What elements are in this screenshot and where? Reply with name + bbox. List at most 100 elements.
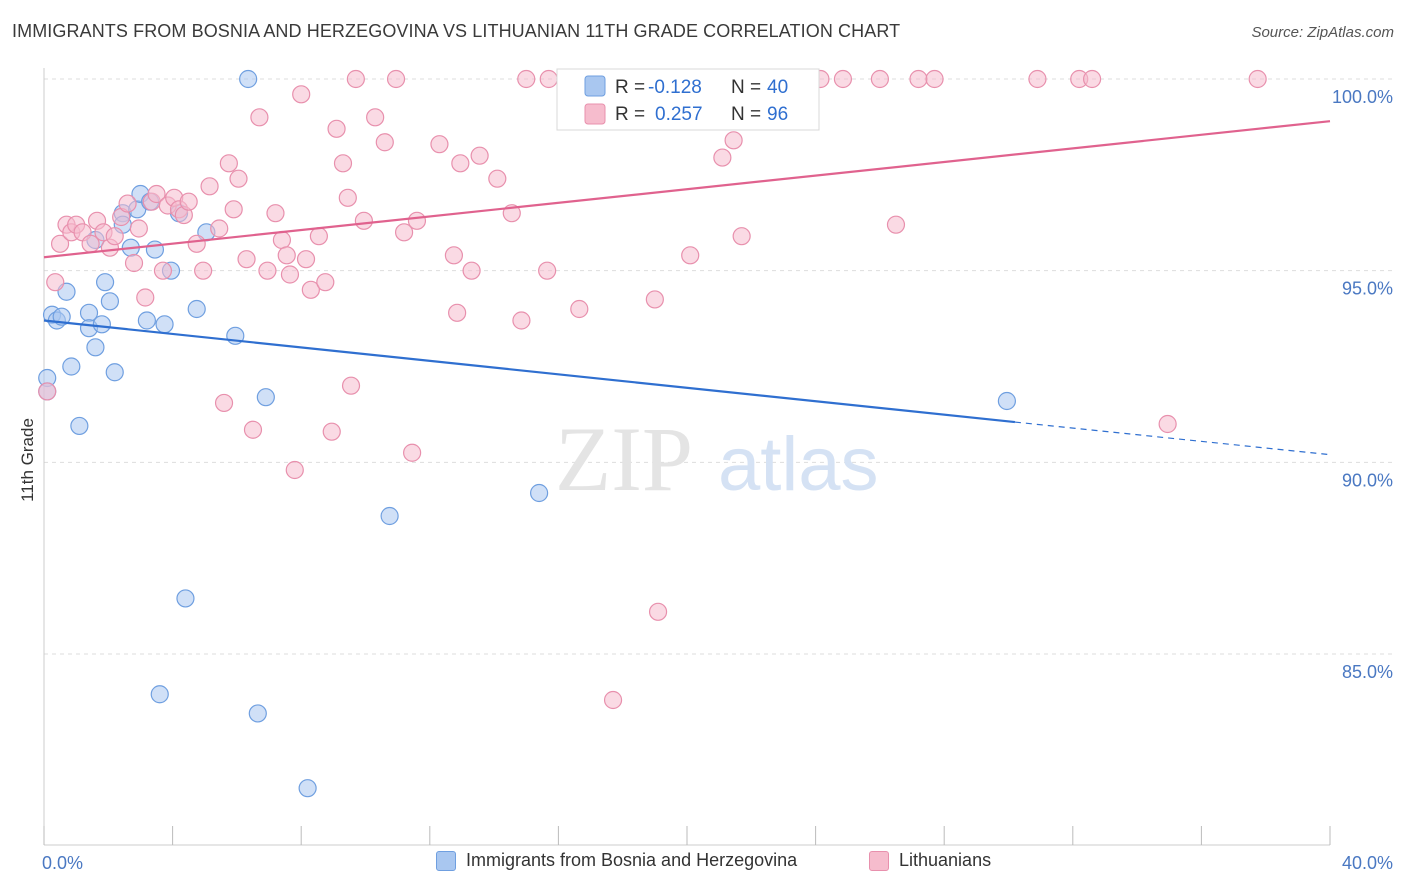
lithuanian-point-32: [229, 169, 248, 188]
lithuanian-point-57: [394, 223, 414, 242]
legend-r-label-1: R =: [615, 77, 645, 98]
lithuanian-point-69: [517, 69, 536, 89]
bosnia-point-26: [176, 589, 195, 608]
series-lithuanian-points: [38, 69, 1267, 710]
bosnia-trend-line: [43, 319, 1016, 424]
y-tick-label-1: 95.0%: [1342, 279, 1393, 299]
bosnia-point-11: [95, 273, 115, 292]
lithuanian-point-61: [444, 246, 464, 265]
legend-r-label-2: R =: [615, 104, 645, 125]
legend-n-label-1: N =: [731, 77, 761, 98]
lithuanian-point-49: [333, 154, 353, 173]
lithuanian-point-30: [219, 154, 238, 173]
lithuanian-point-79: [681, 246, 700, 265]
lithuanian-point-93: [1158, 414, 1177, 434]
lithuanian-point-39: [277, 246, 296, 265]
trend-lines: [43, 120, 1331, 456]
lithuanian-point-28: [210, 219, 229, 238]
watermark-zip: ZIP: [555, 408, 693, 510]
bosnia-point-12: [100, 292, 120, 311]
lithuanian-point-1: [46, 273, 65, 292]
lithuanian-point-46: [316, 273, 335, 292]
lithuanian-point-89: [925, 69, 944, 89]
lithuanian-point-14: [124, 253, 144, 273]
lithuanian-point-15: [129, 219, 148, 238]
bosnia-point-5: [62, 357, 81, 376]
legend-r-value-1: -0.128: [648, 77, 702, 98]
bosnia-point-22: [150, 685, 169, 704]
lithuanian-point-25: [187, 234, 206, 253]
bosnia-point-23: [155, 315, 174, 334]
lithuanian-point-19: [153, 261, 173, 280]
bosnia-point-9: [86, 338, 105, 357]
bosnia-point-31: [248, 704, 267, 723]
lithuanian-point-48: [327, 119, 346, 138]
tick-labels: 100.0% 95.0% 90.0% 85.0% 0.0% 40.0%: [42, 87, 1393, 873]
lithuanian-point-60: [430, 135, 449, 154]
lithuanian-point-36: [258, 261, 277, 280]
source-credit: Source: ZipAtlas.com: [1251, 24, 1394, 41]
x-tick-label-0: 0.0%: [42, 853, 83, 873]
lithuanian-point-13: [118, 194, 137, 213]
lithuanian-point-0: [38, 382, 57, 401]
bosnia-point-13: [105, 363, 124, 382]
lithuanian-trend-line: [43, 120, 1331, 259]
lithuanian-point-56: [386, 69, 406, 89]
lithuanian-point-45: [309, 227, 328, 246]
lithuanian-point-55: [375, 133, 394, 152]
legend-n-label-2: N =: [731, 104, 761, 125]
lithuanian-point-52: [346, 69, 365, 89]
lithuanian-point-59: [407, 211, 427, 230]
lithuanian-point-11: [105, 227, 124, 246]
legend-item-lithuanians: Lithuanians: [869, 850, 991, 871]
correlation-legend: R = -0.128 N = 40 R = 0.257 N = 96: [556, 68, 820, 131]
bosnia-point-39: [92, 315, 111, 334]
lithuanian-point-2: [50, 234, 70, 253]
lithuanian-point-90: [1028, 69, 1047, 89]
lithuanian-point-26: [194, 261, 213, 280]
lithuanian-point-37: [266, 204, 285, 223]
lithuanian-point-44: [301, 280, 320, 299]
legend-item-bosnia: Immigrants from Bosnia and Herzegovina: [436, 850, 797, 871]
bosnia-point-30: [239, 69, 258, 89]
y-tick-label-2: 90.0%: [1342, 470, 1393, 490]
watermark: ZIP atlas: [555, 408, 879, 510]
bosnia-point-34: [380, 506, 399, 526]
lithuanian-point-31: [224, 200, 243, 219]
lithuanian-point-64: [462, 261, 481, 280]
lithuanian-point-41: [285, 460, 304, 480]
lithuanian-point-85: [833, 69, 853, 89]
bosnia-point-32: [256, 388, 275, 407]
lithuanian-point-62: [448, 303, 467, 322]
lithuanian-point-88: [909, 69, 928, 89]
lithuanian-point-87: [886, 215, 906, 234]
lithuanian-point-27: [200, 177, 219, 196]
lithuanian-point-80: [713, 148, 732, 167]
lithuanian-point-18: [147, 184, 166, 204]
legend-label-bosnia: Immigrants from Bosnia and Herzegovina: [466, 850, 798, 870]
bosnia-point-21: [145, 240, 165, 259]
lithuanian-point-70: [539, 69, 558, 89]
bosnia-point-19: [137, 311, 156, 330]
legend-r-value-2: 0.257: [655, 104, 703, 125]
lithuanian-point-94: [1248, 69, 1267, 89]
legend-swatch-pink: [584, 103, 606, 125]
bosnia-point-37: [997, 391, 1016, 411]
lithuanian-point-81: [724, 131, 743, 150]
lithuanian-point-71: [538, 261, 557, 280]
bosnia-point-35: [530, 483, 549, 503]
x-tick-label-1: 40.0%: [1342, 853, 1393, 873]
chart-title: IMMIGRANTS FROM BOSNIA AND HERZEGOVINA V…: [12, 21, 901, 41]
lithuanian-point-77: [645, 290, 664, 309]
lithuanian-point-16: [136, 288, 155, 307]
lithuanian-point-29: [214, 393, 234, 413]
lithuanian-point-75: [603, 690, 623, 710]
lithuanian-point-65: [470, 146, 489, 165]
lithuanian-point-66: [488, 169, 507, 188]
lithuanian-point-54: [366, 108, 385, 127]
legend-n-value-1: 40: [767, 77, 788, 98]
lithuanian-point-68: [512, 311, 531, 330]
y-tick-label-0: 100.0%: [1332, 87, 1393, 107]
legend-swatch-bosnia: [436, 850, 456, 871]
